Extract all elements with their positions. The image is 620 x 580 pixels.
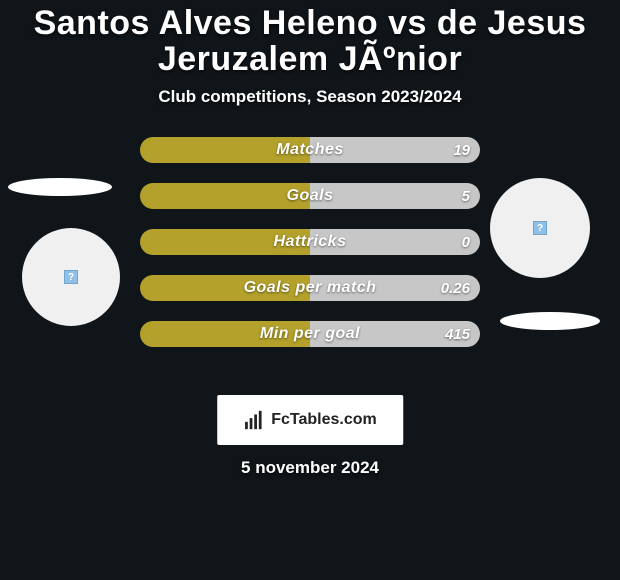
subtitle: Club competitions, Season 2023/2024 (0, 87, 620, 107)
stat-row: Goals per match0.26 (140, 275, 480, 301)
stat-row: Matches19 (140, 137, 480, 163)
stat-value-right: 19 (453, 137, 470, 163)
stat-row: Hattricks0 (140, 229, 480, 255)
player-left-photo: ? (22, 228, 120, 326)
stat-label: Min per goal (140, 321, 480, 347)
stat-value-right: 0 (462, 229, 470, 255)
stat-value-right: 0.26 (441, 275, 470, 301)
placeholder-icon: ? (533, 221, 547, 235)
player-right-shadow (500, 312, 600, 330)
stat-label: Hattricks (140, 229, 480, 255)
date-text: 5 november 2024 (0, 458, 620, 478)
site-logo: FcTables.com (217, 395, 403, 445)
stat-row: Goals5 (140, 183, 480, 209)
player-left-shadow (8, 178, 112, 196)
page-title: Santos Alves Heleno vs de Jesus Jeruzale… (0, 0, 620, 77)
stat-bars: Matches19 Goals5 Hattricks0 Goals per match… (140, 137, 480, 367)
stat-label: Goals (140, 183, 480, 209)
stat-row: Min per goal415 (140, 321, 480, 347)
stat-label: Matches (140, 137, 480, 163)
stat-value-right: 5 (462, 183, 470, 209)
comparison-arena: ? ? Matches19 Goals5 Hattricks0 Goals per m… (0, 137, 620, 397)
stat-value-right: 415 (445, 321, 470, 347)
stat-label: Goals per match (140, 275, 480, 301)
bar-chart-icon (243, 409, 265, 431)
site-logo-text: FcTables.com (271, 411, 377, 429)
placeholder-icon: ? (64, 270, 78, 284)
player-right-photo: ? (490, 178, 590, 278)
